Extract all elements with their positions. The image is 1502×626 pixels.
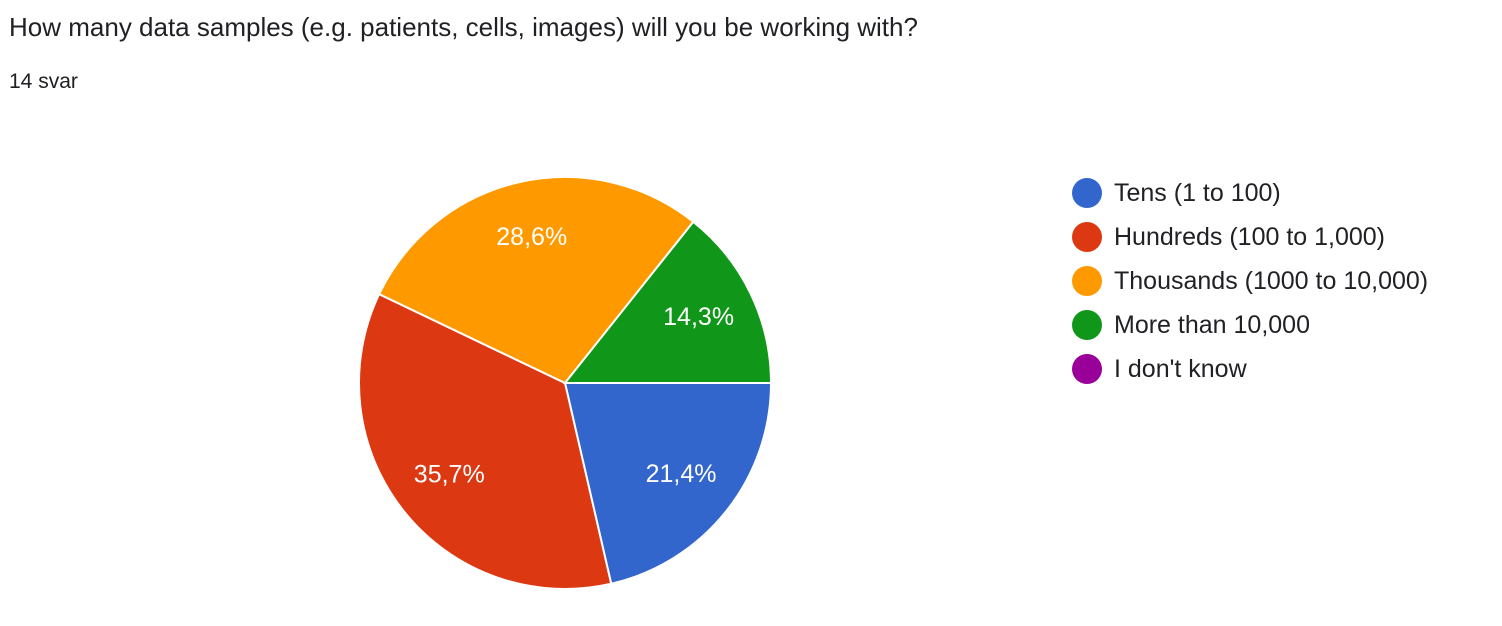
- pie-slice-3[interactable]: [562, 220, 773, 384]
- pie-slice-label-2: 28,6%: [496, 223, 567, 251]
- legend-item-3[interactable]: More than 10,000: [1072, 303, 1428, 347]
- legend-item-2[interactable]: Thousands (1000 to 10,000): [1072, 259, 1428, 303]
- legend-swatch: [1072, 354, 1102, 384]
- response-count: 14 svar: [9, 70, 78, 93]
- pie-slice-0[interactable]: [563, 382, 773, 585]
- legend-item-1[interactable]: Hundreds (100 to 1,000): [1072, 215, 1428, 259]
- pie-slice-2[interactable]: [377, 176, 695, 385]
- pie-chart: 21,4% 35,7% 28,6% 14,3%: [358, 176, 773, 590]
- pie-slice-label-0: 21,4%: [646, 460, 717, 488]
- pie-slice-label-3: 14,3%: [663, 303, 734, 331]
- pie-slices: [358, 176, 773, 590]
- question-title: How many data samples (e.g. patients, ce…: [9, 12, 918, 42]
- legend-swatch: [1072, 222, 1102, 252]
- legend-label: I don't know: [1114, 355, 1247, 383]
- legend-label: Hundreds (100 to 1,000): [1114, 223, 1386, 251]
- legend-swatch: [1072, 266, 1102, 296]
- legend-swatch: [1072, 178, 1102, 208]
- legend-item-0[interactable]: Tens (1 to 100): [1072, 171, 1428, 215]
- legend-label: Tens (1 to 100): [1114, 179, 1281, 207]
- pie-slice-label-1: 35,7%: [414, 460, 485, 488]
- pie-labels: 21,4% 35,7% 28,6% 14,3%: [414, 223, 734, 488]
- legend-label: More than 10,000: [1114, 311, 1310, 339]
- pie-slice-1[interactable]: [358, 292, 613, 590]
- legend-swatch: [1072, 310, 1102, 340]
- legend-item-4[interactable]: I don't know: [1072, 347, 1428, 391]
- chart-legend: Tens (1 to 100) Hundreds (100 to 1,000) Th…: [1072, 171, 1428, 391]
- legend-label: Thousands (1000 to 10,000): [1114, 267, 1429, 295]
